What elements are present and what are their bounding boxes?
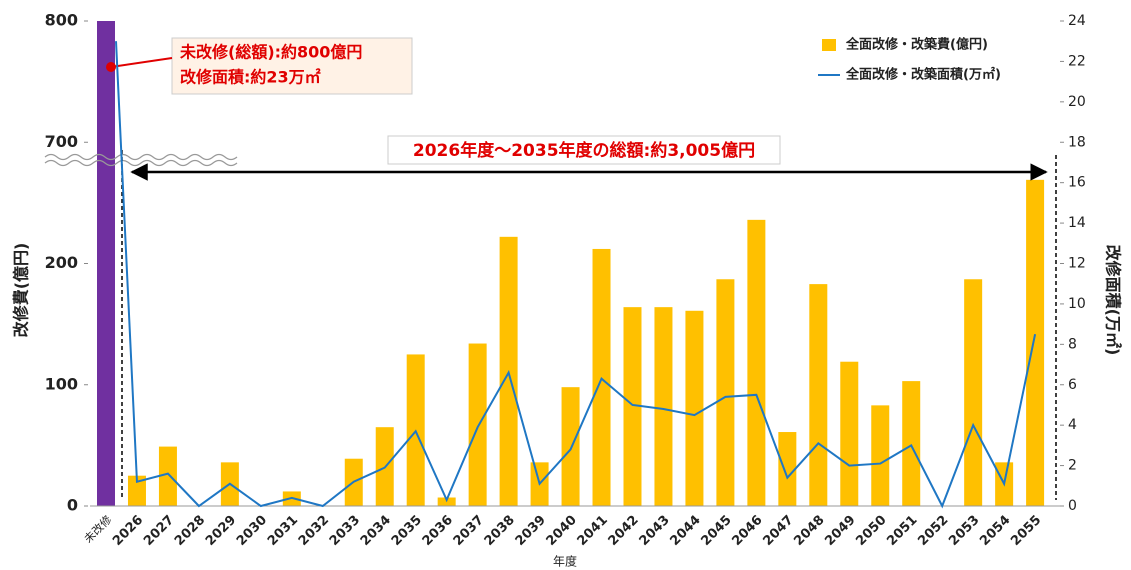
bar — [778, 432, 797, 506]
y2-tick-label: 18 — [1068, 134, 1086, 150]
x-tick-label: 2032 — [296, 513, 332, 549]
y2-tick-label: 4 — [1068, 417, 1077, 433]
x-tick-label: 2041 — [575, 513, 611, 549]
x-tick-label: 2042 — [606, 513, 642, 549]
annotation: 未改修(総額):約800億円 — [179, 43, 362, 62]
y2-tick-label: 22 — [1068, 53, 1086, 69]
y2-tick-label: 6 — [1068, 377, 1077, 393]
y-tick-label: 700 — [45, 132, 78, 151]
y2-tick-label: 2 — [1068, 458, 1077, 474]
x-tick-label: 2055 — [1008, 513, 1044, 549]
x-tick-label: 2045 — [699, 513, 735, 549]
y2-tick-label: 0 — [1068, 498, 1077, 514]
x-tick-label: 2040 — [544, 513, 580, 549]
y2-tick-label: 12 — [1068, 256, 1086, 272]
bar — [716, 279, 735, 506]
y-tick-label: 0 — [67, 496, 78, 515]
x-axis-label: 年度 — [553, 554, 577, 569]
bar — [747, 219, 766, 506]
x-tick-label: 2037 — [451, 513, 487, 549]
x-tick-label: 2035 — [389, 513, 425, 549]
x-tick-label: 2034 — [358, 513, 394, 549]
bar — [97, 21, 115, 506]
x-tick-label: 2052 — [915, 513, 951, 549]
axis-break — [44, 153, 238, 167]
bar — [127, 475, 146, 506]
annotation-box — [171, 37, 413, 95]
x-tick-label: 2044 — [668, 513, 704, 549]
x-tick-label: 2054 — [977, 513, 1013, 549]
bar — [1026, 179, 1045, 506]
x-tick-label: 2026 — [110, 513, 146, 549]
x-tick-label: 2039 — [513, 513, 549, 549]
bar — [809, 284, 828, 506]
bar — [654, 307, 673, 506]
x-tick-label: 2048 — [791, 513, 827, 549]
y-tick-label: 100 — [45, 374, 78, 393]
x-tick-label: 2027 — [141, 513, 177, 549]
legend-label: 全面改修・改築面積(万㎡) — [845, 67, 1001, 83]
y2-tick-label: 10 — [1068, 296, 1086, 312]
x-tick-label: 2047 — [760, 513, 796, 549]
annotation: 改修面積:約23万㎡ — [180, 68, 321, 87]
x-tick-label: 2038 — [482, 513, 518, 549]
y2-axis-label: 改修面積(万㎡) — [1104, 245, 1123, 356]
y-tick-label: 200 — [45, 253, 78, 272]
x-tick-label: 2029 — [203, 513, 239, 549]
legend-swatch — [822, 39, 836, 51]
x-tick-label: 2030 — [234, 513, 270, 549]
x-tick-label: 2053 — [946, 513, 982, 549]
x-tick-label: 未改修 — [81, 512, 114, 545]
x-tick-label: 2028 — [172, 513, 208, 549]
bar — [964, 279, 983, 506]
annotation-box — [387, 135, 781, 165]
bar — [871, 405, 890, 506]
y2-tick-label: 20 — [1068, 94, 1086, 110]
y2-tick-label: 16 — [1068, 175, 1086, 191]
y-tick-label: 800 — [45, 11, 78, 30]
y2-tick-label: 24 — [1068, 13, 1086, 29]
x-tick-label: 2046 — [729, 513, 765, 549]
x-tick-label: 2050 — [853, 513, 889, 549]
x-tick-label: 2031 — [265, 513, 301, 549]
annotation-dot — [106, 62, 116, 72]
x-tick-label: 2033 — [327, 513, 363, 549]
y2-tick-label: 14 — [1068, 215, 1086, 231]
annotation: 2026年度～2035年度の総額:約3,005億円 — [413, 140, 755, 161]
y-axis-label: 改修費(億円) — [12, 243, 31, 338]
bar — [840, 361, 859, 506]
x-tick-label: 2043 — [637, 513, 673, 549]
legend-label: 全面改修・改築費(億円) — [845, 37, 988, 53]
bar — [561, 387, 580, 506]
bar — [623, 307, 642, 506]
bar — [902, 381, 921, 506]
x-tick-label: 2049 — [822, 513, 858, 549]
y2-tick-label: 8 — [1068, 336, 1077, 352]
bar — [158, 446, 177, 506]
annotation-pointer — [110, 57, 173, 68]
bar — [468, 343, 487, 506]
x-tick-label: 2051 — [884, 513, 920, 549]
bar — [685, 310, 704, 506]
line — [115, 41, 1037, 509]
x-tick-label: 2036 — [420, 513, 456, 549]
